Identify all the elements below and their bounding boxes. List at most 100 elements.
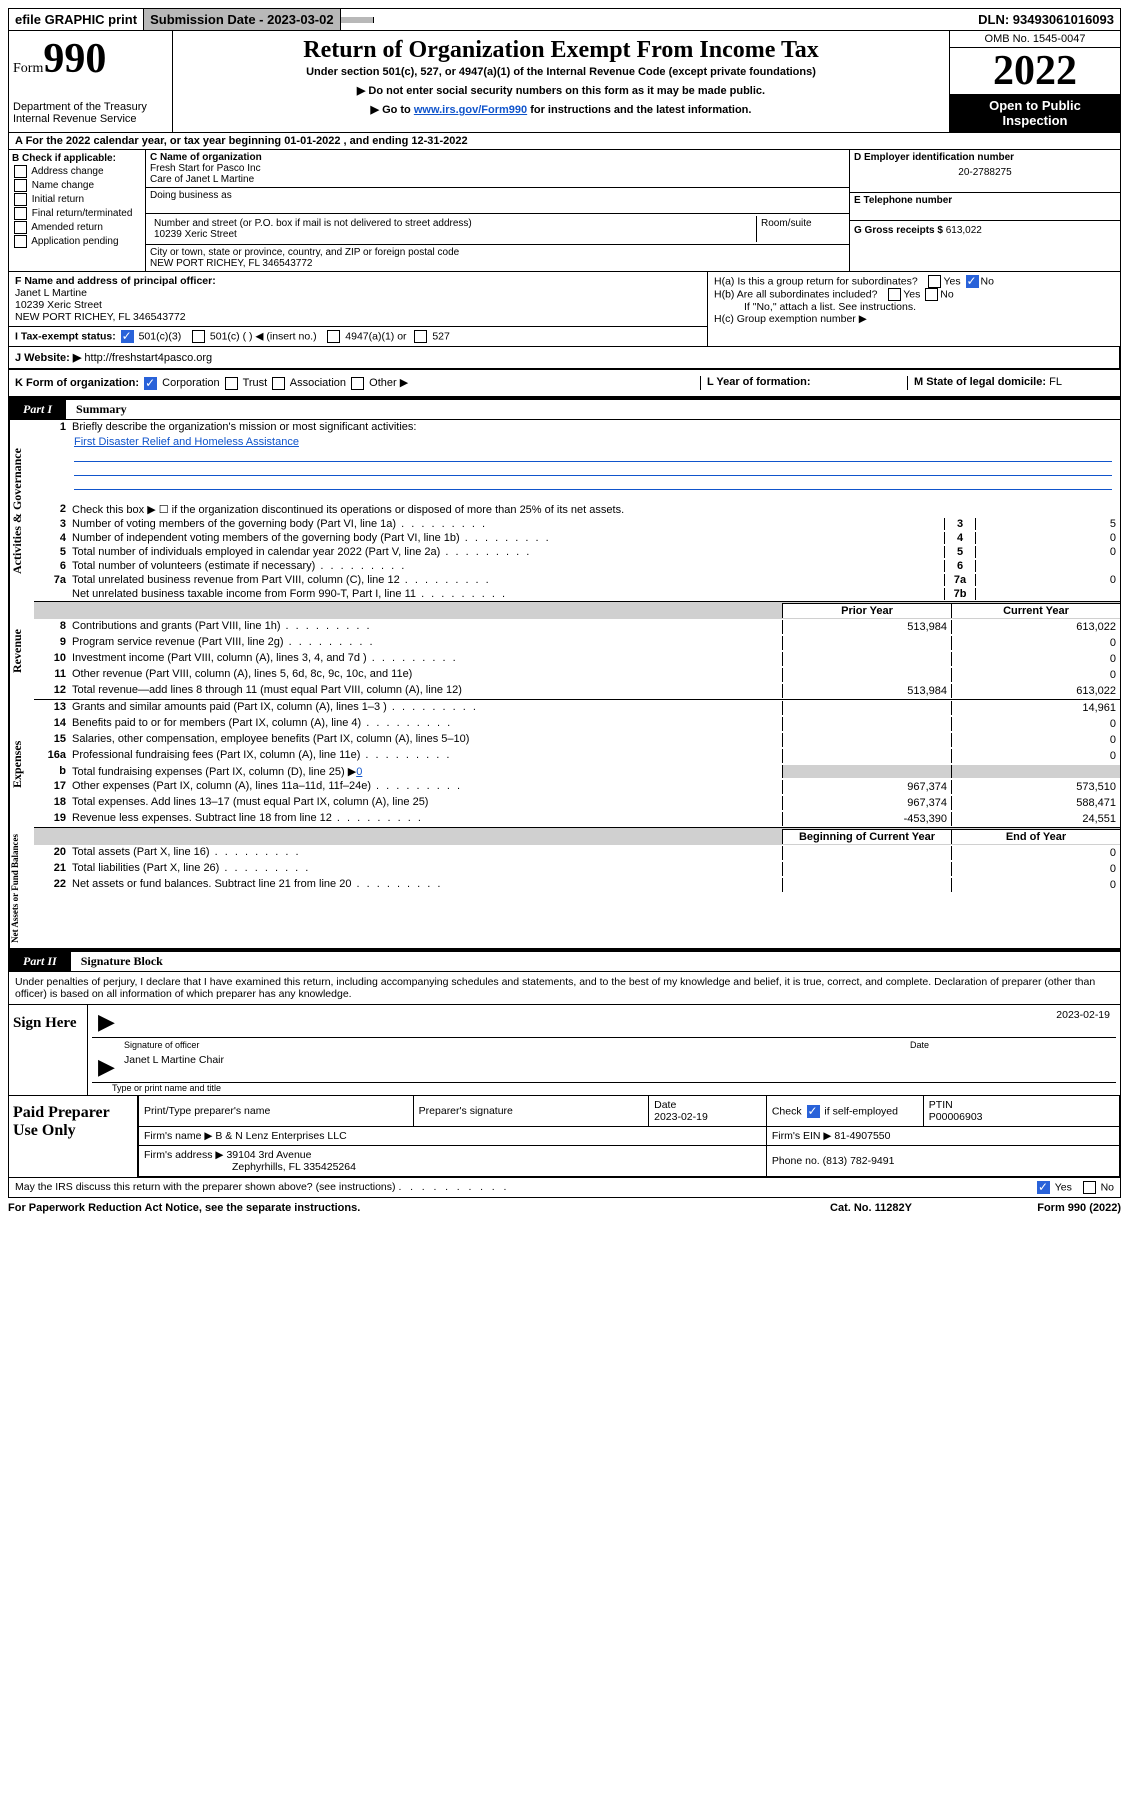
ha-no[interactable] <box>966 275 979 288</box>
firm-phone: (813) 782-9491 <box>823 1155 895 1167</box>
firm-ein: 81-4907550 <box>834 1130 890 1142</box>
hdr-beginning: Beginning of Current Year <box>782 829 951 844</box>
vtab-governance: Activities & Governance <box>9 420 34 602</box>
submission-date: Submission Date - 2023-03-02 <box>144 9 341 30</box>
chk-name-change[interactable]: Name change <box>12 179 142 192</box>
chk-assoc[interactable] <box>272 377 285 390</box>
vtab-expenses: Expenses <box>9 700 34 828</box>
col-b-checkboxes: B Check if applicable: Address change Na… <box>9 150 146 271</box>
f-label: F Name and address of principal officer: <box>15 275 216 287</box>
pp-name-label: Print/Type preparer's name <box>139 1096 414 1127</box>
chk-self-employed[interactable] <box>807 1105 820 1118</box>
block-f-i-h: F Name and address of principal officer:… <box>8 272 1121 347</box>
pp-date: 2023-02-19 <box>654 1111 708 1123</box>
h-b-note: If "No," attach a list. See instructions… <box>714 301 1114 313</box>
cat-no: Cat. No. 11282Y <box>771 1202 971 1214</box>
gross-receipts-label: G Gross receipts $ <box>854 225 943 236</box>
pp-self-employed: Check if self-employed <box>766 1096 923 1127</box>
chk-initial-return[interactable]: Initial return <box>12 193 142 206</box>
line-6: Total number of volunteers (estimate if … <box>72 560 944 572</box>
m-domicile-label: M State of legal domicile: <box>914 376 1046 388</box>
line-21: Total liabilities (Part X, line 26) <box>72 862 782 876</box>
part-1-header: Part I Summary <box>8 398 1121 420</box>
gross-receipts-value: 613,022 <box>946 225 982 236</box>
chk-address-change[interactable]: Address change <box>12 165 142 178</box>
chk-trust[interactable] <box>225 377 238 390</box>
street-address: 10239 Xeric Street <box>154 229 752 240</box>
ptin-value: P00006903 <box>929 1111 983 1123</box>
chk-501c3[interactable] <box>121 330 134 343</box>
ha-yes[interactable] <box>928 275 941 288</box>
h-c: H(c) Group exemption number ▶ <box>714 313 1114 325</box>
paid-preparer-section: Paid Preparer Use Only Print/Type prepar… <box>9 1095 1120 1177</box>
row-i: I Tax-exempt status: 501(c)(3) 501(c) ( … <box>9 326 707 343</box>
expenses-section: Expenses 13Grants and similar amounts pa… <box>8 700 1121 828</box>
revenue-section: Revenue Prior YearCurrent Year 8Contribu… <box>8 602 1121 700</box>
website-url[interactable]: http://freshstart4pasco.org <box>84 352 212 364</box>
chk-other[interactable] <box>351 377 364 390</box>
penalty-statement: Under penalties of perjury, I declare th… <box>9 972 1120 1005</box>
chk-app-pending[interactable]: Application pending <box>12 235 142 248</box>
efile-label: efile GRAPHIC print <box>9 9 144 30</box>
page-footer: For Paperwork Reduction Act Notice, see … <box>8 1198 1121 1218</box>
chk-amended[interactable]: Amended return <box>12 221 142 234</box>
irs-label: Internal Revenue Service <box>13 113 168 125</box>
city-state-zip: NEW PORT RICHEY, FL 346543772 <box>150 258 845 269</box>
line-13: Grants and similar amounts paid (Part IX… <box>72 701 782 715</box>
part-2-header: Part II Signature Block <box>8 950 1121 972</box>
hb-yes[interactable] <box>888 288 901 301</box>
form-ref: Form 990 (2022) <box>971 1202 1121 1214</box>
line-22: Net assets or fund balances. Subtract li… <box>72 878 782 892</box>
chk-501c[interactable] <box>192 330 205 343</box>
dln: DLN: 93493061016093 <box>972 9 1120 30</box>
open-inspection: Open to Public Inspection <box>950 94 1120 132</box>
line-16a: Professional fundraising fees (Part IX, … <box>72 749 782 763</box>
form-subtitle: Under section 501(c), 527, or 4947(a)(1)… <box>183 66 939 78</box>
form-990-logo: Form990 <box>13 35 168 83</box>
ein-label: D Employer identification number <box>854 152 1014 163</box>
line-18: Total expenses. Add lines 13–17 (must eq… <box>72 796 782 810</box>
discuss-yes[interactable] <box>1037 1181 1050 1194</box>
chk-4947[interactable] <box>327 330 340 343</box>
officer-name-title: Janet L Martine Chair <box>118 1054 230 1080</box>
ssn-note: ▶ Do not enter social security numbers o… <box>183 84 939 97</box>
m-domicile-val: FL <box>1049 376 1062 388</box>
c-name-label: C Name of organization <box>150 152 262 163</box>
officer-name: Janet L Martine <box>15 287 701 299</box>
line-2: Check this box ▶ ☐ if the organization d… <box>72 503 1120 516</box>
room-label: Room/suite <box>757 216 845 242</box>
hdr-prior-year: Prior Year <box>782 603 951 618</box>
governance-section: Activities & Governance 1Briefly describ… <box>8 420 1121 602</box>
row-a-tax-year: A For the 2022 calendar year, or tax yea… <box>8 133 1121 150</box>
line-4: Number of independent voting members of … <box>72 532 944 544</box>
discuss-no[interactable] <box>1083 1181 1096 1194</box>
chk-527[interactable] <box>414 330 427 343</box>
pp-sig-label: Preparer's signature <box>413 1096 648 1127</box>
ein-value: 20-2788275 <box>854 167 1116 178</box>
h-b: H(b) Are all subordinates included? Yes … <box>714 288 1114 301</box>
irs-link[interactable]: www.irs.gov/Form990 <box>414 104 527 116</box>
chk-final-return[interactable]: Final return/terminated <box>12 207 142 220</box>
line-14: Benefits paid to or for members (Part IX… <box>72 717 782 731</box>
chk-corp[interactable] <box>144 377 157 390</box>
line-9: Program service revenue (Part VIII, line… <box>72 636 782 650</box>
col-d-e-g: D Employer identification number 20-2788… <box>850 150 1120 271</box>
line-10: Investment income (Part VIII, column (A)… <box>72 652 782 666</box>
part-1-tab: Part I <box>9 400 66 419</box>
goto-note: ▶ Go to www.irs.gov/Form990 for instruct… <box>183 103 939 116</box>
vtab-net-assets: Net Assets or Fund Balances <box>9 828 34 949</box>
omb-number: OMB No. 1545-0047 <box>950 31 1120 48</box>
block-b-c-d: B Check if applicable: Address change Na… <box>8 150 1121 272</box>
sign-here-label: Sign Here <box>9 1005 88 1095</box>
date-label: Date <box>904 1040 1116 1050</box>
line-7a: Total unrelated business revenue from Pa… <box>72 574 944 586</box>
tax-year: 2022 <box>950 48 1120 94</box>
org-name: Fresh Start for Pasco Inc <box>150 163 845 174</box>
col-c-org-info: C Name of organization Fresh Start for P… <box>146 150 850 271</box>
hb-no[interactable] <box>925 288 938 301</box>
vtab-revenue: Revenue <box>9 602 34 700</box>
efile-top-bar: efile GRAPHIC print Submission Date - 20… <box>8 8 1121 31</box>
may-discuss-row: May the IRS discuss this return with the… <box>8 1178 1121 1198</box>
sig-officer-label: Signature of officer <box>118 1040 904 1050</box>
dept-treasury: Department of the Treasury <box>13 101 168 113</box>
